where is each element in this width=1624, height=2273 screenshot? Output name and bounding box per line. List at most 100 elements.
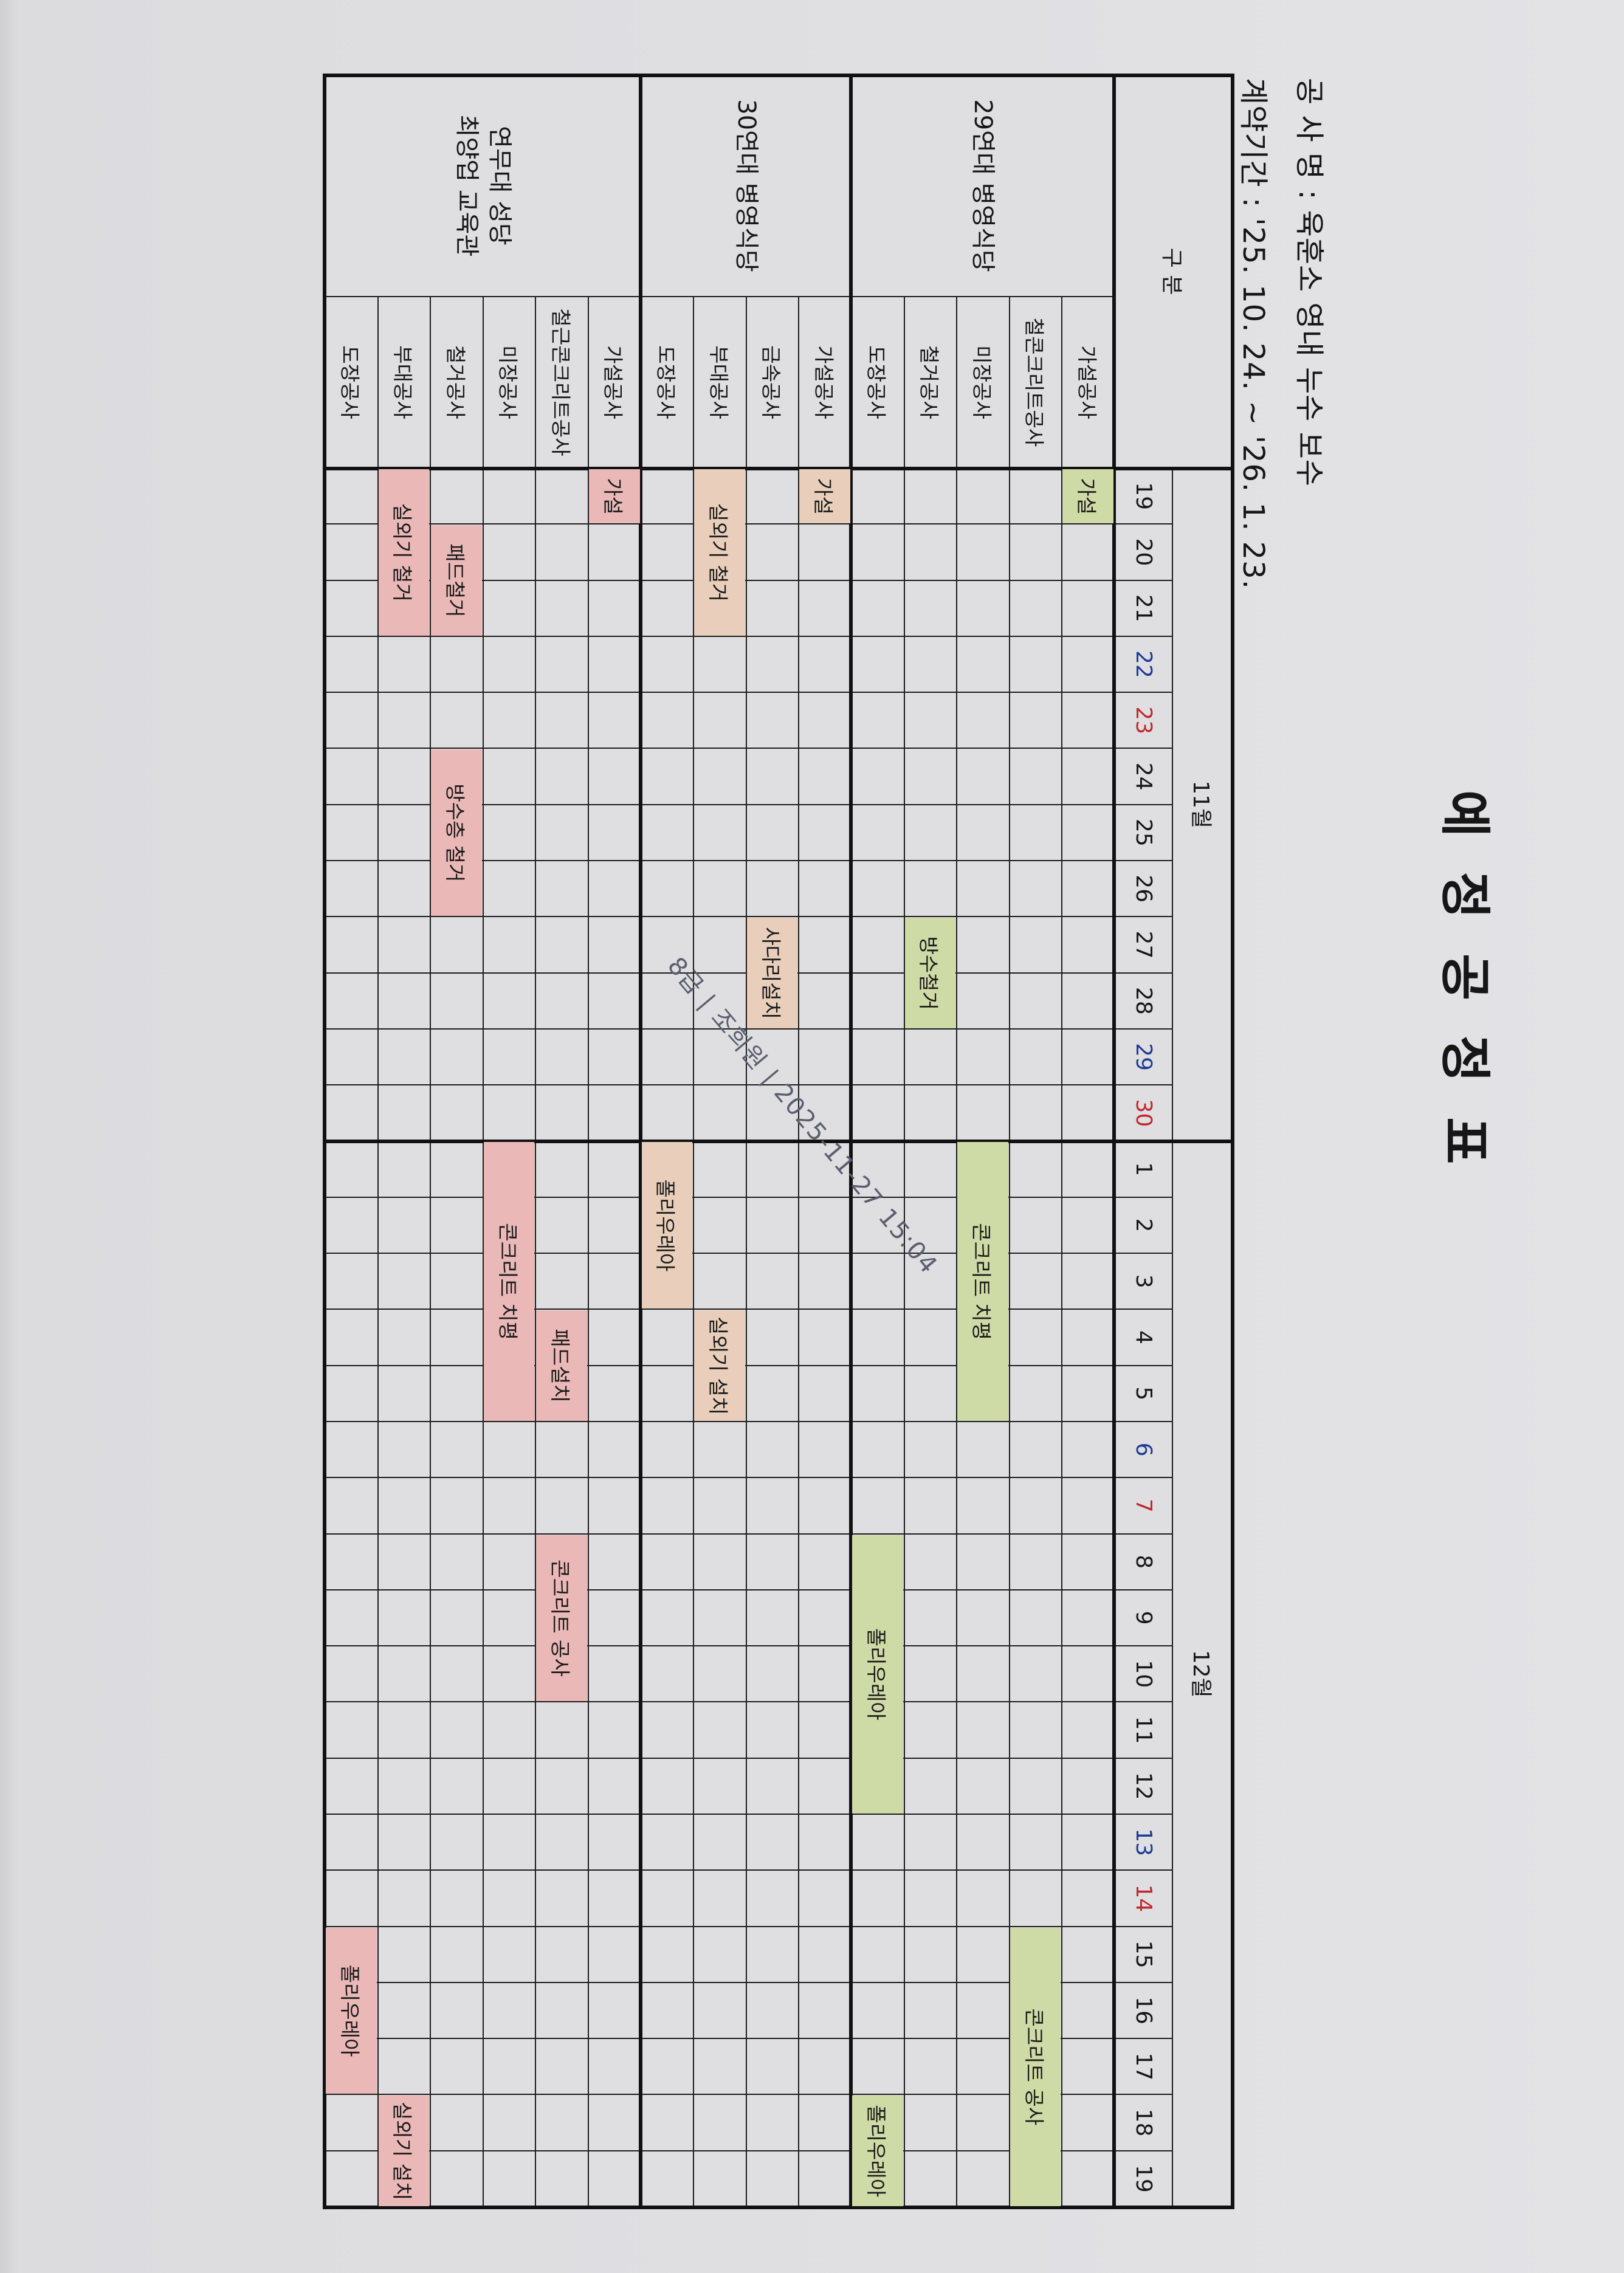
schedule-cell <box>1061 1197 1114 1254</box>
schedule-cell <box>535 524 588 581</box>
schedule-cell <box>693 1814 746 1871</box>
schedule-cell <box>956 580 1009 637</box>
schedule-cell <box>1008 524 1062 581</box>
schedule-cell <box>588 917 641 974</box>
schedule-cell <box>377 1141 430 1198</box>
schedule-cell <box>1061 973 1114 1030</box>
schedule-cell <box>745 1141 799 1198</box>
schedule-cell <box>588 1478 641 1535</box>
schedule-cell <box>1061 1646 1114 1703</box>
schedule-cell <box>693 1254 746 1310</box>
schedule-cell <box>1008 1422 1062 1479</box>
schedule-cell <box>851 1422 904 1479</box>
schedule-cell <box>693 1871 746 1927</box>
schedule-cell <box>745 1814 799 1871</box>
schedule-cell <box>325 861 377 918</box>
schedule-cell <box>1061 693 1114 749</box>
schedule-cell <box>1061 1366 1114 1422</box>
schedule-cell <box>745 1310 799 1366</box>
schedule-cell <box>1008 1534 1062 1590</box>
schedule-cell <box>325 1029 377 1086</box>
schedule-cell <box>798 1702 851 1759</box>
schedule-cell <box>482 693 535 749</box>
schedule-cell <box>482 1085 535 1142</box>
header-label-gubun: 구 분 <box>1114 75 1233 469</box>
schedule-cell <box>325 1478 377 1535</box>
schedule-cell <box>1008 1758 1062 1815</box>
schedule-cell <box>640 1871 693 1927</box>
schedule-cell <box>482 524 535 581</box>
schedule-cell <box>1061 1029 1114 1086</box>
day-header: 10 <box>1114 1646 1172 1703</box>
schedule-cell <box>535 805 588 862</box>
schedule-cell <box>798 1254 851 1310</box>
schedule-cell <box>640 2039 693 2096</box>
schedule-cell <box>482 2151 535 2207</box>
schedule-cell <box>640 1085 693 1142</box>
schedule-cell <box>325 636 377 693</box>
schedule-cell <box>377 636 430 693</box>
schedule-cell <box>851 1927 904 1983</box>
day-header: 4 <box>1114 1310 1172 1366</box>
schedule-cell <box>956 917 1009 974</box>
schedule-cell <box>798 805 851 862</box>
schedule-cell <box>430 2151 483 2207</box>
schedule-cell <box>482 580 535 637</box>
schedule-cell <box>377 861 430 918</box>
schedule-cell <box>430 1197 483 1254</box>
schedule-cell <box>693 1422 746 1479</box>
schedule-cell <box>745 2039 799 2096</box>
schedule-cell <box>588 861 641 918</box>
schedule-cell <box>693 1197 746 1254</box>
schedule-cell <box>482 1702 535 1759</box>
schedule-bar: 실외기 철거 <box>694 469 745 636</box>
schedule-cell <box>1008 973 1062 1030</box>
schedule-cell <box>798 693 851 749</box>
schedule-cell <box>956 749 1009 805</box>
schedule-cell <box>640 1366 693 1422</box>
work-item-label: 금속공사 <box>745 297 799 469</box>
schedule-cell <box>745 1702 799 1759</box>
schedule-cell <box>430 1534 483 1590</box>
schedule-cell <box>588 1702 641 1759</box>
schedule-cell <box>588 1141 641 1198</box>
schedule-cell <box>482 861 535 918</box>
schedule-cell <box>745 1758 799 1815</box>
schedule-cell <box>851 1085 904 1142</box>
schedule-cell <box>903 1590 957 1647</box>
schedule-cell <box>325 1814 377 1871</box>
schedule-cell <box>430 469 483 525</box>
day-header: 2 <box>1114 1197 1172 1254</box>
schedule-cell <box>430 2095 483 2151</box>
schedule-cell <box>745 524 799 581</box>
schedule-cell <box>588 1310 641 1366</box>
month-header: 11월 <box>1172 469 1233 1142</box>
schedule-cell <box>798 524 851 581</box>
schedule-cell <box>903 580 957 637</box>
schedule-bar: 콘크리트 공사 <box>536 1535 587 1702</box>
schedule-cell <box>745 1254 799 1310</box>
schedule-cell <box>1061 1814 1114 1871</box>
schedule-cell <box>1008 580 1062 637</box>
schedule-cell <box>430 1758 483 1815</box>
schedule-cell <box>903 636 957 693</box>
schedule-cell <box>903 861 957 918</box>
schedule-cell <box>1061 1927 1114 1983</box>
schedule-cell <box>588 1927 641 1983</box>
schedule-cell <box>377 1478 430 1535</box>
schedule-cell <box>535 1927 588 1983</box>
schedule-cell <box>1061 2039 1114 2096</box>
schedule-cell <box>482 1029 535 1086</box>
schedule-cell <box>956 469 1009 525</box>
schedule-bar: 가설 <box>1062 469 1113 524</box>
schedule-cell <box>640 861 693 918</box>
schedule-bar: 폴리우레아 <box>852 2096 903 2206</box>
schedule-cell <box>377 693 430 749</box>
schedule-cell <box>798 2151 851 2207</box>
schedule-cell <box>430 1141 483 1198</box>
schedule-cell <box>377 973 430 1030</box>
schedule-cell <box>956 2095 1009 2151</box>
schedule-cell <box>745 1534 799 1590</box>
schedule-cell <box>798 1814 851 1871</box>
schedule-cell <box>640 749 693 805</box>
